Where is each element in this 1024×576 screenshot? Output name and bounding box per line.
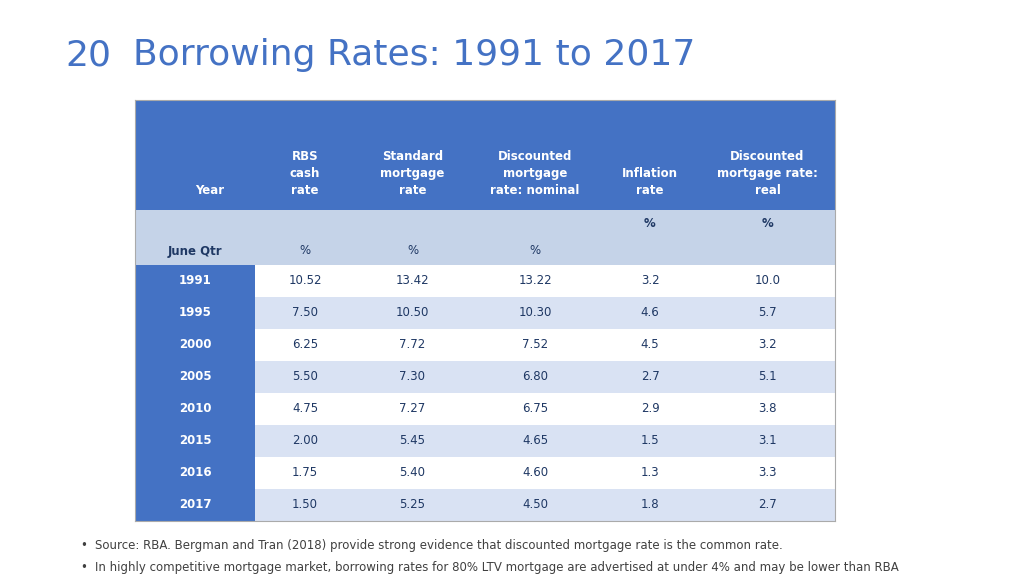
Text: 7.27: 7.27 bbox=[399, 403, 426, 415]
Text: 6.80: 6.80 bbox=[522, 370, 548, 384]
Text: 5.1: 5.1 bbox=[758, 370, 777, 384]
Text: 7.50: 7.50 bbox=[292, 306, 318, 320]
Text: 6.25: 6.25 bbox=[292, 339, 318, 351]
Text: 4.5: 4.5 bbox=[641, 339, 659, 351]
Text: Standard
mortgage
rate: Standard mortgage rate bbox=[380, 150, 444, 197]
Text: 1.50: 1.50 bbox=[292, 498, 318, 511]
Text: 7.30: 7.30 bbox=[399, 370, 426, 384]
Text: Discounted
mortgage rate:
real: Discounted mortgage rate: real bbox=[717, 150, 818, 197]
Text: %: % bbox=[407, 244, 418, 257]
Text: 3.2: 3.2 bbox=[641, 275, 659, 287]
Text: 3.1: 3.1 bbox=[758, 434, 777, 448]
Text: In highly competitive mortgage market, borrowing rates for 80% LTV mortgage are : In highly competitive mortgage market, b… bbox=[95, 561, 899, 576]
Text: 5.7: 5.7 bbox=[758, 306, 777, 320]
Text: Borrowing Rates: 1991 to 2017: Borrowing Rates: 1991 to 2017 bbox=[133, 38, 695, 72]
Text: 2.7: 2.7 bbox=[641, 370, 659, 384]
Text: 20: 20 bbox=[65, 38, 111, 72]
Text: 10.0: 10.0 bbox=[755, 275, 780, 287]
Text: 10.52: 10.52 bbox=[288, 275, 322, 287]
Text: 4.50: 4.50 bbox=[522, 498, 548, 511]
Text: 3.3: 3.3 bbox=[758, 467, 777, 479]
Text: 2000: 2000 bbox=[179, 339, 211, 351]
Text: •: • bbox=[80, 561, 87, 574]
Text: %: % bbox=[762, 217, 773, 230]
Text: 1.3: 1.3 bbox=[641, 467, 659, 479]
Text: 2005: 2005 bbox=[178, 370, 211, 384]
Text: 13.42: 13.42 bbox=[395, 275, 429, 287]
Text: 4.75: 4.75 bbox=[292, 403, 318, 415]
Text: 4.65: 4.65 bbox=[522, 434, 548, 448]
Text: June Qtr: June Qtr bbox=[168, 244, 222, 257]
Text: 1.75: 1.75 bbox=[292, 467, 318, 479]
Text: 2010: 2010 bbox=[179, 403, 211, 415]
Text: Inflation
rate: Inflation rate bbox=[622, 167, 678, 197]
Text: 6.75: 6.75 bbox=[522, 403, 548, 415]
Text: 5.45: 5.45 bbox=[399, 434, 426, 448]
Text: 1995: 1995 bbox=[178, 306, 211, 320]
Text: %: % bbox=[644, 217, 656, 230]
Text: 2.7: 2.7 bbox=[758, 498, 777, 511]
Text: Source: RBA. Bergman and Tran (2018) provide strong evidence that discounted mor: Source: RBA. Bergman and Tran (2018) pro… bbox=[95, 539, 782, 552]
Text: 4.6: 4.6 bbox=[641, 306, 659, 320]
Text: Year: Year bbox=[195, 184, 224, 197]
Text: 2015: 2015 bbox=[178, 434, 211, 448]
Text: RBS
cash
rate: RBS cash rate bbox=[290, 150, 321, 197]
Text: 10.50: 10.50 bbox=[396, 306, 429, 320]
Text: 5.25: 5.25 bbox=[399, 498, 426, 511]
Text: 7.52: 7.52 bbox=[522, 339, 548, 351]
Text: 1.8: 1.8 bbox=[641, 498, 659, 511]
Text: 7.72: 7.72 bbox=[399, 339, 426, 351]
Text: •: • bbox=[80, 539, 87, 552]
Text: 5.40: 5.40 bbox=[399, 467, 426, 479]
Text: %: % bbox=[529, 244, 541, 257]
Text: 2017: 2017 bbox=[179, 498, 211, 511]
Text: 5.50: 5.50 bbox=[292, 370, 317, 384]
Text: 2016: 2016 bbox=[178, 467, 211, 479]
Text: 2.9: 2.9 bbox=[641, 403, 659, 415]
Text: %: % bbox=[299, 244, 310, 257]
Text: 10.30: 10.30 bbox=[518, 306, 552, 320]
Text: 1.5: 1.5 bbox=[641, 434, 659, 448]
Text: 3.8: 3.8 bbox=[758, 403, 777, 415]
Text: 13.22: 13.22 bbox=[518, 275, 552, 287]
Text: 3.2: 3.2 bbox=[758, 339, 777, 351]
Text: 4.60: 4.60 bbox=[522, 467, 548, 479]
Text: 2.00: 2.00 bbox=[292, 434, 318, 448]
Text: 1991: 1991 bbox=[178, 275, 211, 287]
Text: Discounted
mortgage
rate: nominal: Discounted mortgage rate: nominal bbox=[490, 150, 580, 197]
